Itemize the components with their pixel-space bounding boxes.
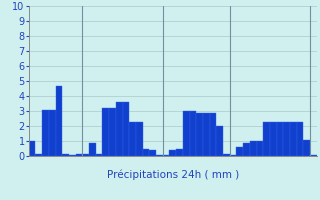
Bar xyxy=(143,148,149,156)
Bar xyxy=(102,108,109,156)
Bar xyxy=(183,111,189,156)
Bar xyxy=(230,154,236,156)
Bar xyxy=(310,154,317,156)
Bar xyxy=(257,141,263,156)
Bar xyxy=(176,148,183,156)
Bar xyxy=(136,121,143,156)
Bar xyxy=(250,141,257,156)
Bar xyxy=(36,154,42,156)
Bar xyxy=(303,140,310,156)
Bar xyxy=(56,86,62,156)
Bar xyxy=(123,102,129,156)
Bar xyxy=(49,110,56,156)
Bar xyxy=(236,147,243,156)
Bar xyxy=(129,121,136,156)
Bar xyxy=(216,126,223,156)
Bar xyxy=(116,102,123,156)
Bar xyxy=(210,112,216,156)
Bar xyxy=(276,121,283,156)
Bar xyxy=(109,108,116,156)
Bar xyxy=(42,110,49,156)
Bar xyxy=(270,121,276,156)
Bar xyxy=(189,111,196,156)
Bar xyxy=(62,154,69,156)
Bar xyxy=(196,112,203,156)
Bar xyxy=(96,154,102,156)
Bar xyxy=(149,150,156,156)
Bar xyxy=(69,154,76,156)
Bar xyxy=(76,154,82,156)
Bar xyxy=(163,154,170,156)
Bar xyxy=(170,150,176,156)
Bar xyxy=(243,142,250,156)
Bar xyxy=(223,154,230,156)
Bar xyxy=(203,112,210,156)
Bar xyxy=(82,154,89,156)
Bar xyxy=(263,121,270,156)
X-axis label: Précipitations 24h ( mm ): Précipitations 24h ( mm ) xyxy=(107,170,239,180)
Bar xyxy=(283,121,290,156)
Bar xyxy=(156,154,163,156)
Bar xyxy=(29,141,36,156)
Bar xyxy=(297,121,303,156)
Bar xyxy=(290,121,297,156)
Bar xyxy=(89,142,96,156)
